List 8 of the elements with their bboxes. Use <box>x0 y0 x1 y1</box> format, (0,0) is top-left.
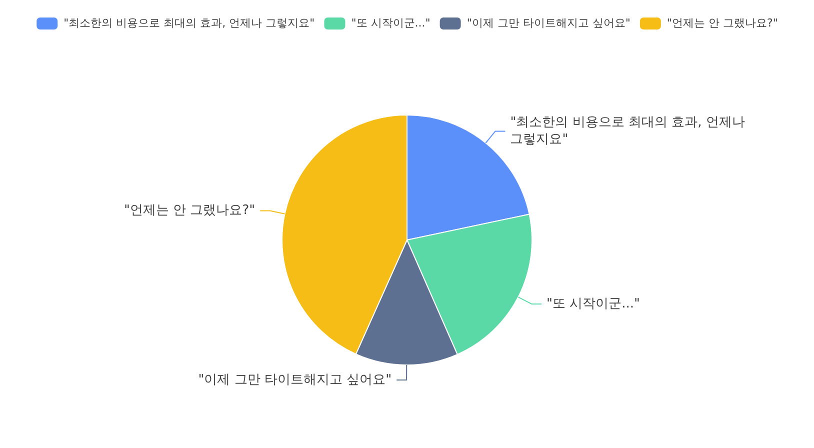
legend-label: "또 시작이군..." <box>351 16 430 30</box>
slice-label: "언제는 안 그랬나요?" <box>124 203 256 218</box>
slice-label: "이제 그만 타이트해지고 싶어요" <box>198 372 392 388</box>
legend-label: "최소한의 비용으로 최대의 효과, 언제나 그렇지요" <box>64 16 315 30</box>
slice-label: "최소한의 비용으로 최대의 효과, 언제나 그렇지요" <box>510 115 745 148</box>
legend-label: "언제는 안 그랬나요?" <box>666 16 778 30</box>
legend-label: "이제 그만 타이트해지고 싶어요" <box>466 16 630 30</box>
slice-label: "또 시작이군..." <box>546 296 640 312</box>
